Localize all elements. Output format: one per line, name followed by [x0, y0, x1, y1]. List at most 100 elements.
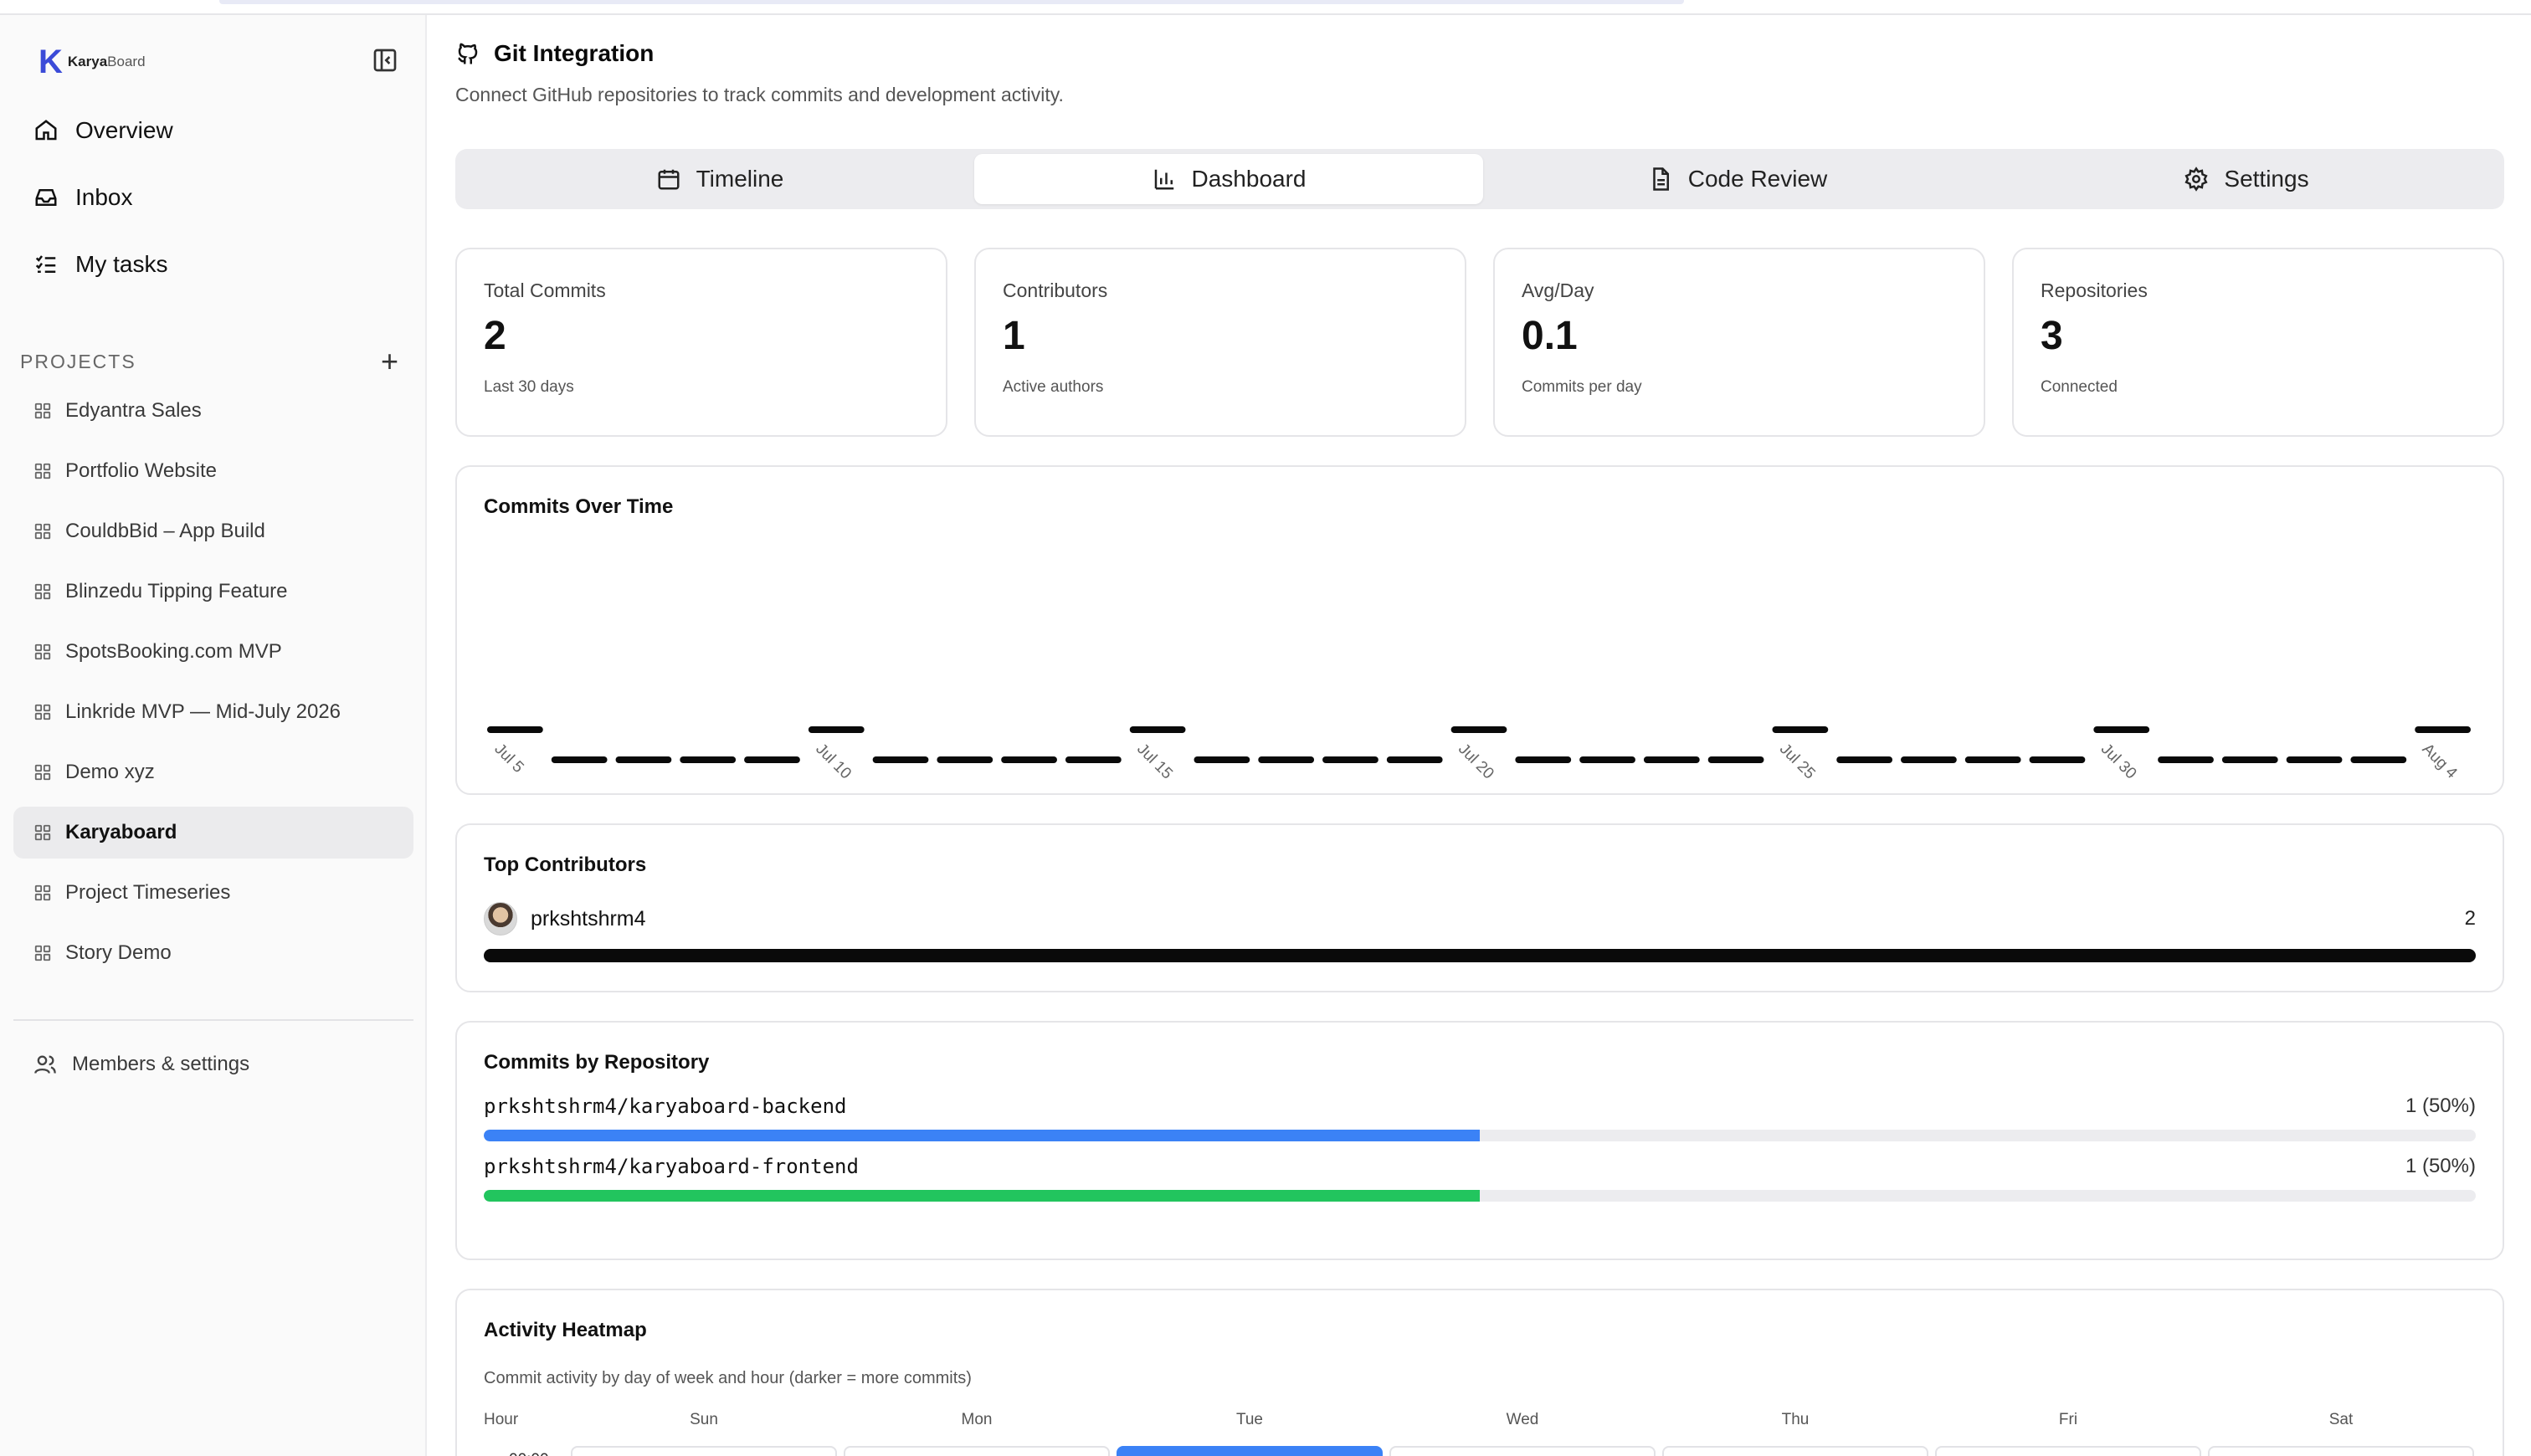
heatmap-cell[interactable] [844, 1446, 1110, 1456]
chart-bar [1515, 756, 1572, 763]
grid-icon [34, 402, 51, 419]
heatmap-cell[interactable] [1935, 1446, 2201, 1456]
contributor-name: prkshtshrm4 [531, 906, 646, 931]
chart-bar [2221, 756, 2278, 763]
project-label: SpotsBooking.com MVP [65, 640, 282, 663]
chart-bar [1901, 756, 1957, 763]
chart-bar [680, 756, 737, 763]
x-tick-label: Jul 25 [1776, 741, 1819, 783]
project-item[interactable]: Demo xyz [13, 746, 413, 798]
chart-bar [1386, 756, 1443, 763]
stat-card-contributors: Contributors 1 Active authors [974, 248, 1466, 437]
bar-chart-icon [1154, 169, 1173, 190]
project-item[interactable]: Story Demo [13, 927, 413, 979]
project-label: Karyaboard [65, 821, 177, 843]
chart-bar [2350, 756, 2407, 763]
project-item[interactable]: Blinzedu Tipping Feature [13, 566, 413, 618]
grid-icon [34, 764, 51, 781]
project-item[interactable]: Linkride MVP — Mid-July 2026 [13, 686, 413, 738]
stat-label: Total Commits [484, 279, 606, 301]
project-label: Linkride MVP — Mid-July 2026 [65, 700, 341, 723]
contributors-title: Top Contributors [484, 854, 647, 876]
grid-icon [34, 523, 51, 540]
chart-bar [551, 756, 608, 763]
heatmap-title: Activity Heatmap [484, 1319, 647, 1341]
contributor-count: 2 [2464, 907, 2476, 930]
logo-mark: K [39, 44, 63, 80]
heatmap-day-label: Fri [2058, 1411, 2078, 1428]
grid-icon [34, 704, 51, 720]
chart-bar [1194, 756, 1250, 763]
project-item[interactable]: SpotsBooking.com MVP [13, 626, 413, 678]
nav-label: Overview [75, 117, 173, 143]
repository-name: prkshtshrm4/karyaboard-backend [484, 1095, 847, 1118]
grid-icon [34, 945, 51, 961]
chart-bar [2415, 726, 2471, 733]
nav-inbox[interactable]: Inbox [33, 184, 133, 211]
tab-label: Code Review [1687, 166, 1828, 192]
nav-label: Inbox [75, 184, 133, 210]
grid-icon [34, 884, 51, 901]
chart-bar [2286, 756, 2343, 763]
members-label: Members & settings [72, 1053, 250, 1075]
grid-icon [34, 824, 51, 841]
app-logo[interactable]: K KaryaBoard [39, 45, 146, 79]
chart-bar [1643, 756, 1700, 763]
heatmap-cell[interactable] [571, 1446, 837, 1456]
heatmap-cell[interactable] [1117, 1446, 1383, 1456]
chart-bar [1322, 756, 1378, 763]
page-subtitle: Connect GitHub repositories to track com… [455, 84, 1064, 105]
horizontal-scrollbar[interactable] [219, 0, 1684, 4]
chart-bar [1579, 756, 1635, 763]
nav-overview[interactable]: Overview [33, 117, 173, 144]
repository-name: prkshtshrm4/karyaboard-frontend [484, 1155, 859, 1178]
chart-title: Commits Over Time [484, 495, 674, 518]
members-settings-link[interactable]: Members & settings [33, 1053, 249, 1076]
tab-label: Dashboard [1191, 166, 1307, 192]
x-tick-label: Jul 10 [812, 741, 855, 783]
repository-share: 1 (50%) [2405, 1155, 2476, 1177]
stat-label: Contributors [1003, 279, 1108, 301]
top-contributors-card: Top Contributors prkshtshrm4 2 [455, 823, 2504, 992]
chart-bar [615, 756, 672, 763]
calendar-icon [658, 169, 680, 190]
avatar [484, 902, 517, 936]
stat-hint: Commits per day [1522, 378, 1642, 396]
stat-value: 0.1 [1522, 314, 1578, 358]
chart-bar [1129, 726, 1186, 733]
activity-heatmap-card: Activity Heatmap Commit activity by day … [455, 1289, 2504, 1456]
heatmap-cell[interactable] [1662, 1446, 1928, 1456]
stat-card-repositories: Repositories 3 Connected [2012, 248, 2504, 437]
nav-my-tasks[interactable]: My tasks [33, 251, 167, 278]
commits-by-repository-card: Commits by Repository prkshtshrm4/karyab… [455, 1021, 2504, 1260]
tab-dashboard[interactable]: Dashboard [974, 154, 1483, 204]
commits-over-time-card: Commits Over Time Jul 5 Jul 10 Jul 15 Jul 2… [455, 465, 2504, 795]
chart-bar [1001, 756, 1057, 763]
chart-bar [1450, 726, 1507, 733]
tab-code-review[interactable]: Code Review [1483, 154, 1992, 204]
tab-timeline[interactable]: Timeline [465, 154, 974, 204]
commits-bar-chart: Jul 5 Jul 10 Jul 15 Jul 20 Jul 25 Jul 30 Aug 4 [487, 726, 2471, 783]
project-item[interactable]: Portfolio Website [13, 445, 413, 497]
chart-bar [1964, 756, 2021, 763]
contributor-bar [484, 949, 2476, 962]
project-label: Demo xyz [65, 761, 155, 783]
project-item[interactable]: Project Timeseries [13, 867, 413, 919]
chart-bar [1707, 756, 1764, 763]
project-label: Blinzedu Tipping Feature [65, 580, 288, 602]
heatmap-cell[interactable] [2208, 1446, 2474, 1456]
x-tick-label: Jul 5 [490, 741, 526, 777]
heatmap-cell[interactable] [1389, 1446, 1656, 1456]
chart-bar [2158, 756, 2214, 763]
project-item[interactable]: Karyaboard [13, 807, 413, 859]
project-item[interactable]: Edyantra Sales [13, 385, 413, 437]
stat-card-total-commits: Total Commits 2 Last 30 days [455, 248, 947, 437]
chart-bar [1065, 756, 1122, 763]
tab-settings[interactable]: Settings [1992, 154, 2501, 204]
contributor-row[interactable]: prkshtshrm4 2 [484, 902, 2476, 936]
sidebar-collapse-icon[interactable] [372, 47, 398, 74]
add-project-button[interactable]: + [380, 344, 398, 378]
project-item[interactable]: CouldbBid – App Build [13, 505, 413, 557]
x-tick-label: Jul 30 [2097, 741, 2140, 783]
stat-value: 1 [1003, 314, 1025, 358]
